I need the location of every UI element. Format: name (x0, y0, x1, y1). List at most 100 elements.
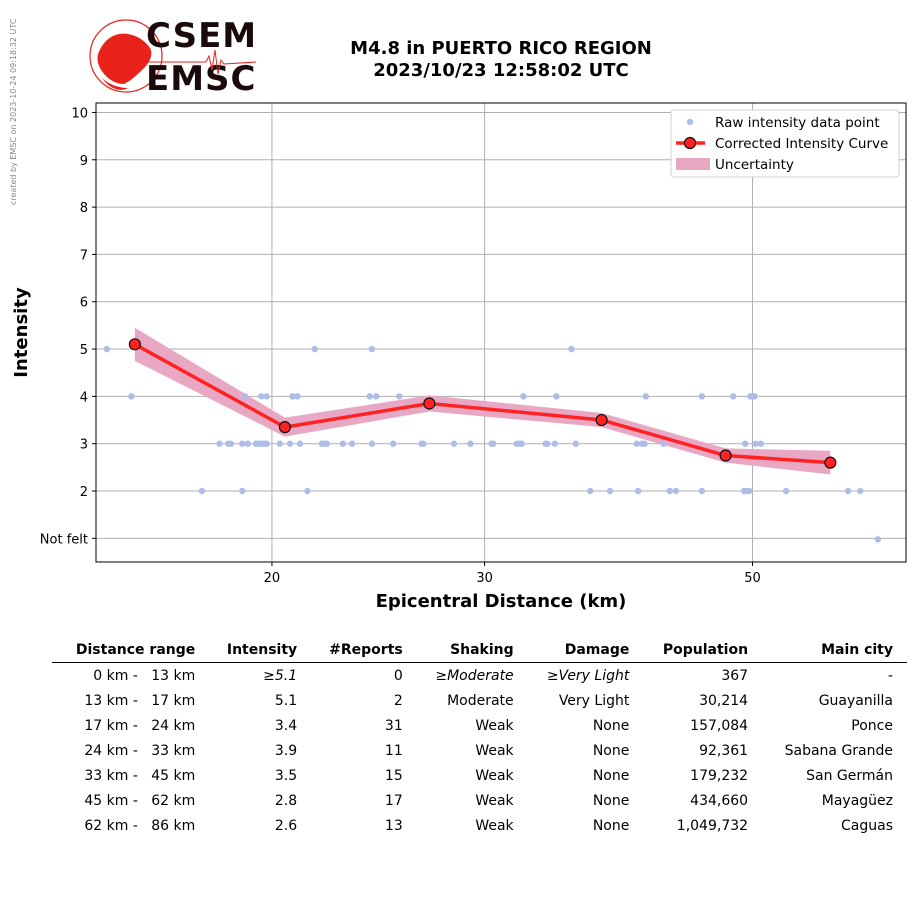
curve-marker (824, 456, 837, 469)
raw-data-point (296, 440, 304, 447)
table-header-row: Distance range Intensity #Reports Shaking Da… (52, 640, 907, 663)
raw-data-point (323, 440, 330, 447)
raw-data-point (450, 440, 458, 447)
csem-emsc-logo: CSEM EMSC (88, 16, 258, 100)
plot-frame (95, 102, 907, 563)
raw-data-point (244, 440, 251, 447)
curve-marker (719, 449, 732, 462)
legend-label: Uncertainty (715, 157, 794, 173)
raw-data-point (518, 440, 525, 447)
y-tick-label: 7 (80, 248, 88, 263)
raw-data-point (389, 440, 397, 447)
raw-data-point (752, 440, 759, 447)
table-cell-shaking: Weak (475, 742, 514, 759)
table-cell-population: 92,361 (699, 742, 749, 759)
column-header: Main city (762, 640, 907, 663)
curve-marker (595, 413, 608, 427)
raw-data-point (672, 487, 680, 495)
table-row: 45 km - 62 km 2.8 17 Weak None 434,660 Mayagüe… (52, 788, 907, 813)
raw-data-point (520, 393, 527, 400)
raw-data-point (263, 393, 270, 400)
table-cell-intensity: 3.9 (274, 742, 298, 759)
table-cell-reports: 17 (384, 792, 403, 809)
table-cell-damage: None (592, 742, 630, 759)
seismogram-icon (146, 49, 256, 75)
table-cell-population: 434,660 (690, 792, 749, 809)
logo-line-2: EMSC (146, 59, 257, 99)
x-tick-label: 30 (476, 571, 493, 586)
raw-data-point (551, 440, 559, 447)
y-tick-label: 8 (80, 201, 88, 216)
table-cell-intensity: ≥5.1 (263, 667, 298, 684)
raw-data-point (587, 487, 594, 495)
column-header: Shaking (416, 640, 528, 663)
raw-data-point (216, 440, 223, 447)
y-tick-label: 10 (71, 106, 88, 121)
raw-data-point (746, 487, 753, 495)
raw-data-point (568, 345, 575, 353)
table-cell-damage: None (592, 717, 630, 734)
intensity-table: Distance range Intensity #Reports Shaking Da… (52, 640, 907, 838)
table-row: 62 km - 86 km 2.6 13 Weak None 1,049,732 Cagua… (52, 813, 907, 838)
legend-raw-marker (686, 118, 694, 126)
table-cell-damage: None (592, 817, 630, 834)
column-header: Distance range (52, 640, 210, 663)
table-cell-shaking: Weak (475, 792, 514, 809)
raw-data-point (633, 440, 640, 447)
raw-data-point (751, 393, 758, 400)
table-cell-shaking: Weak (475, 767, 514, 784)
y-tick-label: 6 (80, 296, 88, 311)
table-cell-reports: 11 (384, 742, 403, 759)
table-cell-damage: Very Light (558, 692, 630, 709)
title-line-2: 2023/10/23 12:58:02 UTC (373, 60, 629, 81)
raw-data-point (241, 393, 249, 400)
raw-data-point (239, 487, 246, 495)
column-header: Intensity (209, 640, 312, 663)
table-cell-intensity: 2.8 (274, 792, 298, 809)
raw-data-point (263, 440, 270, 447)
table-cell-reports: 15 (384, 767, 403, 784)
legend: Raw intensity data point Corrected Intens… (670, 109, 900, 178)
table-cell-reports: 2 (393, 692, 403, 709)
x-axis-label: Epicentral Distance (km) (376, 591, 627, 612)
raw-data-point (660, 440, 667, 447)
table-row: 24 km - 33 km 3.9 11 Weak None 92,361 Sabana G… (52, 738, 907, 763)
raw-data-point (666, 487, 673, 495)
raw-data-point (490, 440, 497, 447)
raw-data-point (420, 440, 427, 447)
table-cell-city: Caguas (841, 817, 893, 834)
table-row: 17 km - 24 km 3.4 31 Weak None 157,084 Ponce (52, 713, 907, 738)
raw-data-point (844, 487, 852, 495)
legend-box (670, 109, 900, 178)
raw-data-point (634, 487, 642, 495)
table-cell-population: 30,214 (699, 692, 749, 709)
legend-band-swatch (676, 158, 710, 170)
legend-label: Raw intensity data point (715, 115, 880, 131)
globe-logo-icon (89, 19, 163, 93)
table-cell-range: 13 km - 17 km (84, 692, 196, 709)
curve-marker (128, 338, 141, 351)
table-cell-shaking: Weak (475, 817, 514, 834)
table-cell-city: - (887, 667, 893, 684)
raw-data-point (368, 345, 376, 353)
curve-marker (278, 421, 291, 434)
raw-data-point (366, 393, 373, 400)
table-cell-intensity: 5.1 (274, 692, 298, 709)
table-cell-population: 179,232 (690, 767, 749, 784)
chart-title: M4.8 in PUERTO RICO REGION 2023/10/23 12… (300, 38, 702, 82)
raw-data-point (258, 393, 265, 400)
table-cell-reports: 0 (393, 667, 403, 684)
uncertainty-band (134, 327, 831, 475)
table-row: 0 km - 13 km ≥5.1 0 ≥Moderate ≥Very Light 367… (52, 663, 907, 689)
raw-data-point (606, 487, 614, 495)
table-body: 0 km - 13 km ≥5.1 0 ≥Moderate ≥Very Light 367… (52, 663, 907, 839)
table-cell-shaking: Moderate (447, 692, 514, 709)
raw-data-point (227, 440, 235, 447)
table-cell-damage: None (592, 767, 630, 784)
raw-data-point (730, 393, 737, 400)
raw-data-point (641, 440, 648, 447)
raw-data-point (239, 440, 246, 447)
x-tick-label: 20 (264, 571, 281, 586)
corrected-intensity-curve (134, 342, 831, 465)
logo-line-1: CSEM (146, 16, 258, 56)
